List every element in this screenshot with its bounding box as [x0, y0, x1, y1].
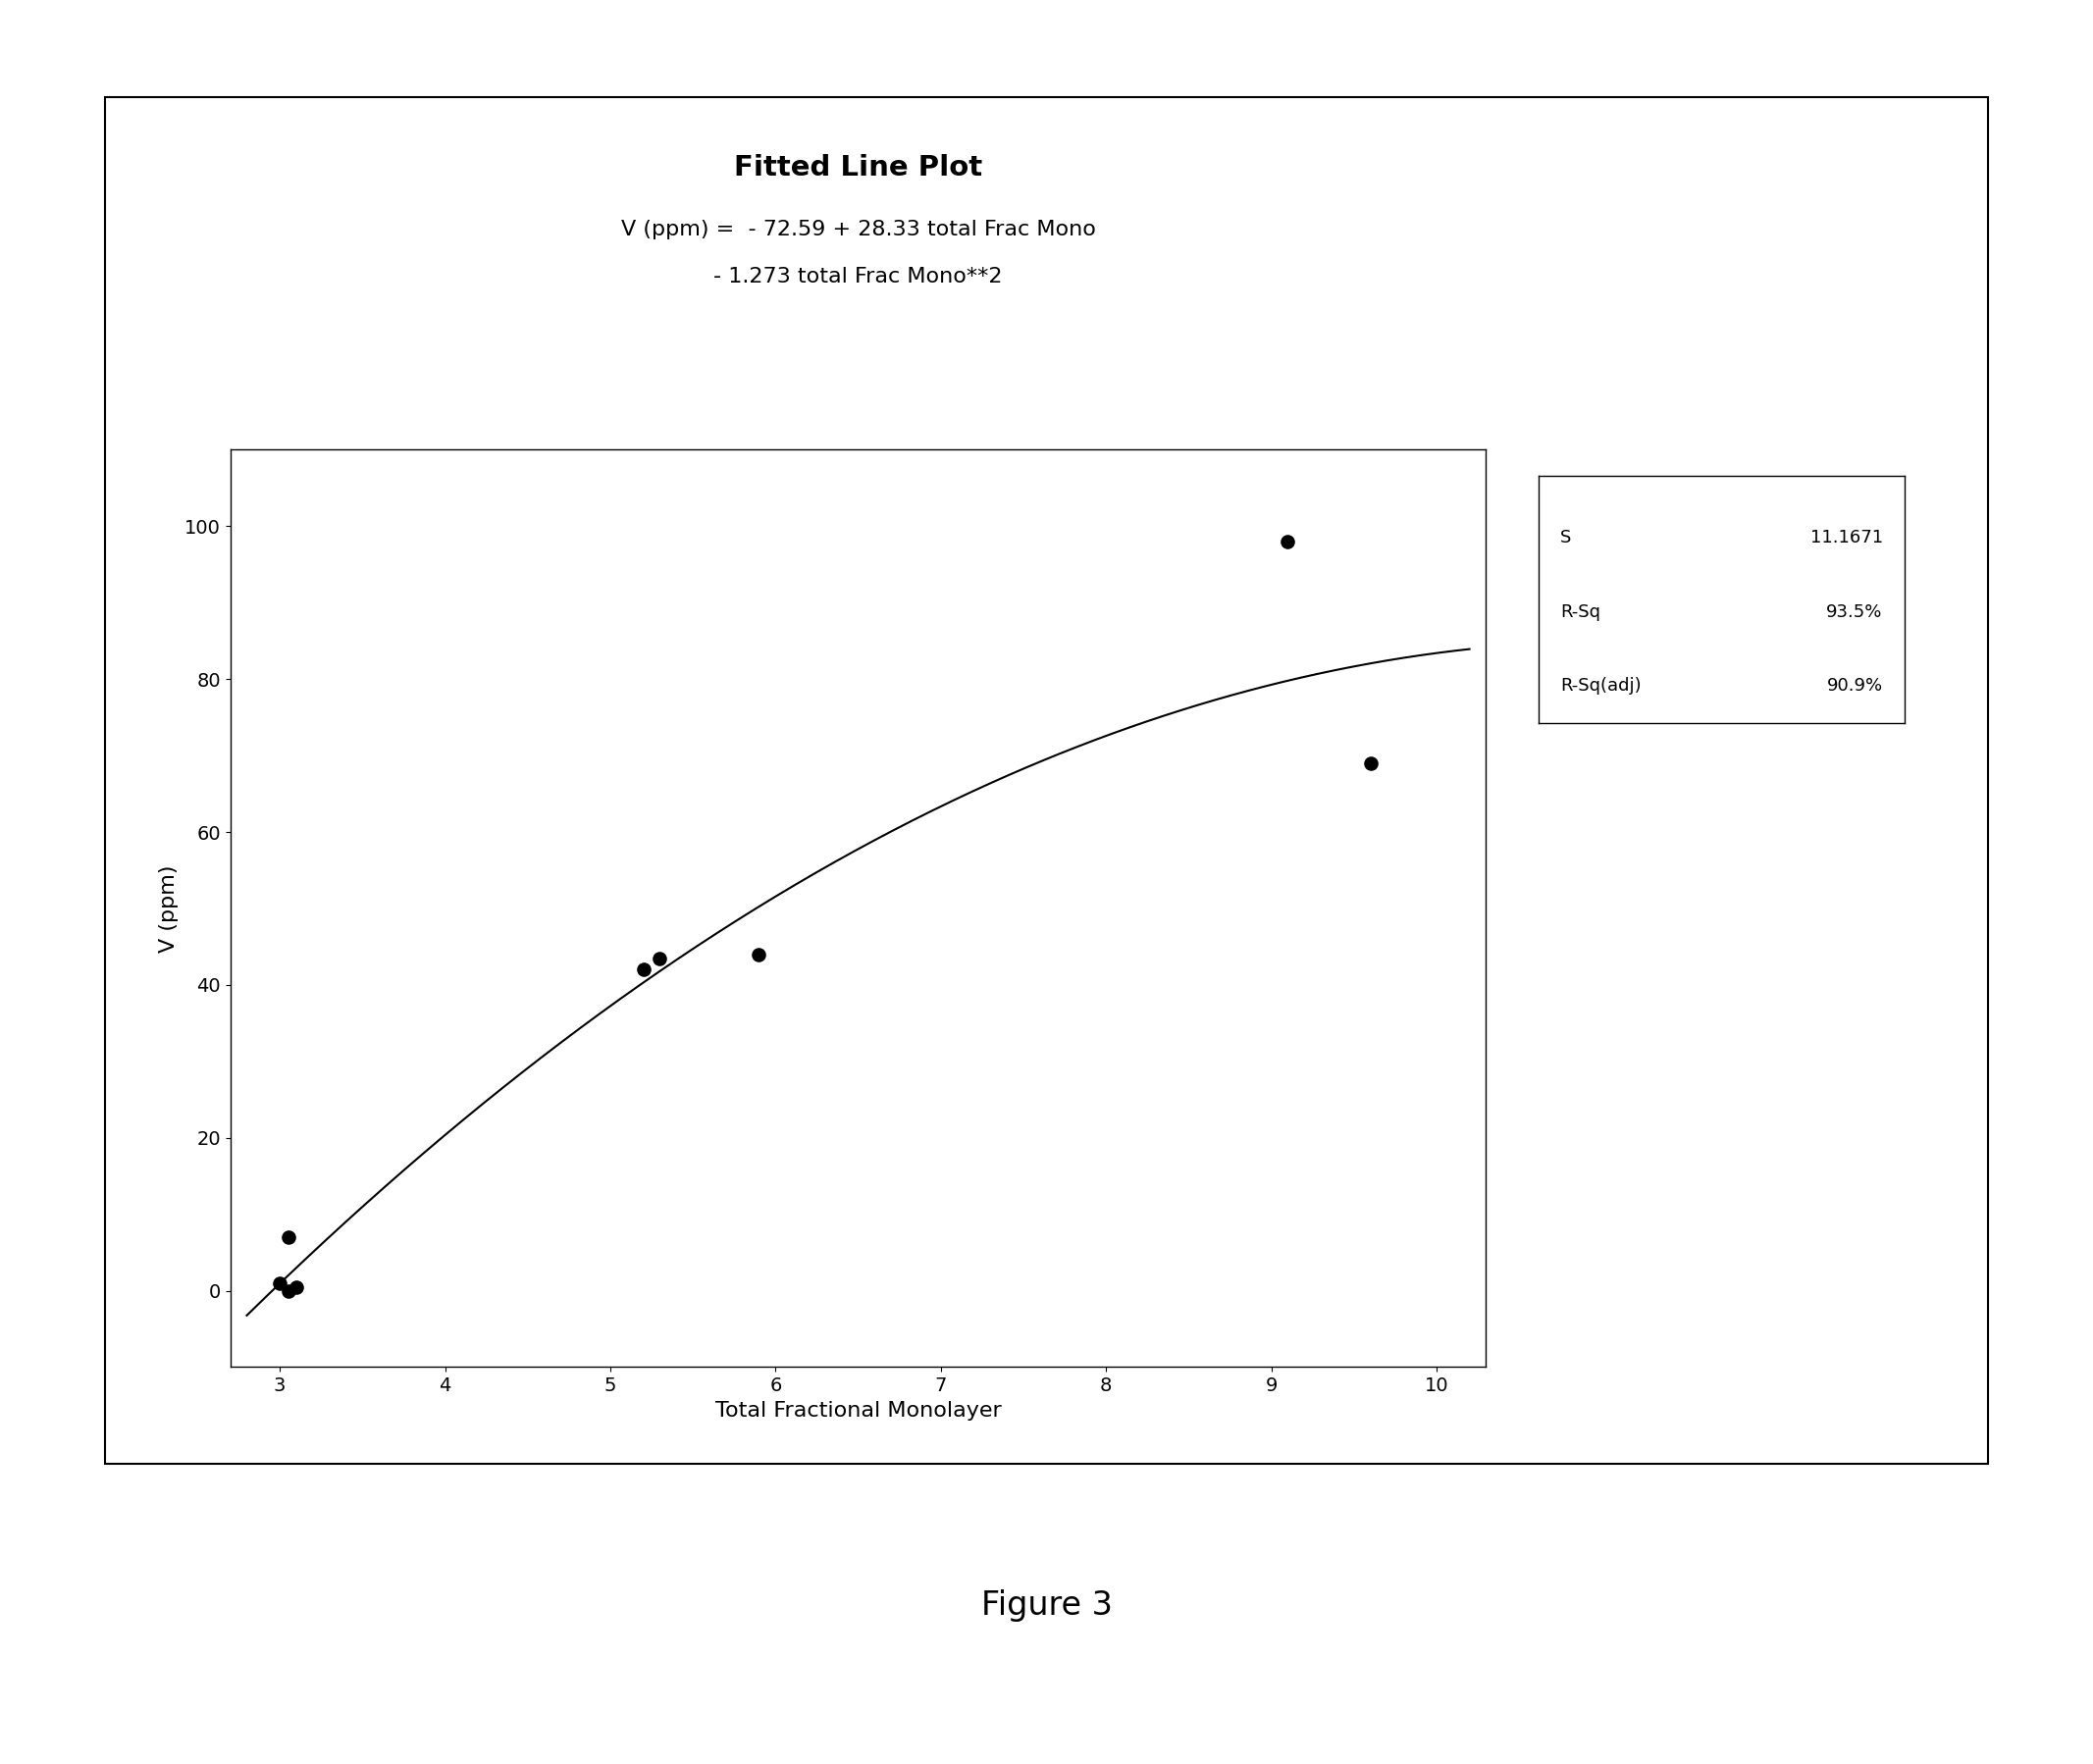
Text: R-Sq(adj): R-Sq(adj): [1561, 677, 1641, 695]
Text: S: S: [1561, 529, 1572, 547]
Point: [643, 944, 676, 972]
Text: 93.5%: 93.5%: [1827, 603, 1882, 621]
Text: - 1.273 total Frac Mono**2: - 1.273 total Frac Mono**2: [714, 266, 1003, 288]
Text: 11.1671: 11.1671: [1810, 529, 1882, 547]
Point: [280, 1274, 314, 1302]
Text: Figure 3: Figure 3: [982, 1589, 1111, 1621]
Point: [272, 1277, 306, 1305]
Point: [626, 956, 659, 984]
Point: [272, 1222, 306, 1251]
Point: [1354, 750, 1388, 778]
Text: 90.9%: 90.9%: [1827, 677, 1882, 695]
Point: [1270, 527, 1304, 556]
Y-axis label: V (ppm): V (ppm): [159, 864, 180, 953]
Text: Fitted Line Plot: Fitted Line Plot: [735, 153, 982, 182]
Point: [743, 940, 777, 968]
X-axis label: Total Fractional Monolayer: Total Fractional Monolayer: [716, 1401, 1000, 1420]
Text: V (ppm) =  - 72.59 + 28.33 total Frac Mono: V (ppm) = - 72.59 + 28.33 total Frac Mon…: [622, 219, 1095, 240]
Text: R-Sq: R-Sq: [1561, 603, 1601, 621]
Point: [264, 1268, 297, 1297]
